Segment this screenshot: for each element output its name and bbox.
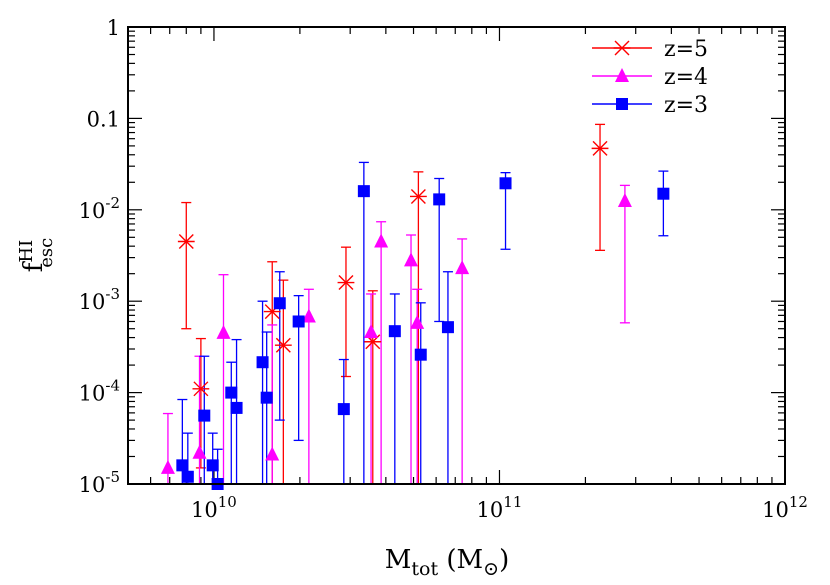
error-bar	[207, 432, 218, 484]
data-point	[455, 260, 470, 275]
data-point	[274, 337, 292, 353]
error-bar	[358, 161, 369, 484]
data-point	[181, 470, 194, 483]
data-point	[160, 459, 175, 474]
error-bars	[162, 123, 669, 484]
tick-labels: 1010 1011 1012 10-5 10-4 10-3 10-2 0.1 1	[79, 16, 808, 522]
data-point	[176, 459, 189, 472]
legend-marker	[613, 40, 631, 56]
legend-entry: z=4	[592, 65, 708, 90]
error-bar	[218, 274, 229, 484]
data-point	[265, 446, 280, 461]
error-bar	[658, 170, 669, 237]
legend-label: z=5	[664, 37, 708, 62]
data-point	[357, 185, 370, 198]
legend-marker	[615, 68, 629, 82]
data-point	[301, 308, 316, 323]
error-bar	[406, 234, 417, 484]
data-point	[433, 193, 446, 206]
data-point	[337, 403, 350, 416]
data-point	[260, 391, 273, 404]
data-point	[230, 401, 243, 414]
data-point	[198, 409, 211, 422]
data-point	[273, 297, 286, 310]
plot-frame	[127, 26, 786, 485]
data-point	[256, 356, 269, 369]
data-point	[410, 314, 425, 329]
error-bar	[389, 293, 400, 484]
data-point	[364, 324, 379, 339]
legend-entry: z=3	[592, 93, 708, 118]
y-tick-label: 1	[107, 16, 120, 40]
error-bar	[457, 238, 468, 484]
error-bar	[181, 201, 192, 330]
data-point	[177, 234, 195, 249]
error-bar	[340, 246, 351, 378]
error-bar	[366, 293, 377, 484]
data-point	[409, 188, 427, 204]
legend-marker	[616, 98, 628, 110]
data-point	[206, 459, 219, 472]
error-bar	[338, 358, 349, 484]
error-bar	[595, 123, 606, 252]
legend-entry: z=5	[592, 37, 708, 62]
y-tick-label: 10-5	[79, 468, 120, 497]
data-point	[591, 140, 609, 156]
x-axis-title: Mtot (M⊙)	[385, 545, 509, 580]
axis-ticks	[127, 27, 785, 485]
x-tick-label: 1011	[477, 493, 523, 522]
legend: z=5 z=4 z=3	[592, 37, 708, 118]
error-bar	[274, 271, 285, 421]
y-tick-label: 10-4	[79, 377, 120, 406]
error-bar	[442, 271, 453, 484]
y-tick-label: 10-3	[79, 285, 120, 314]
data-point	[374, 233, 389, 248]
data-point	[337, 275, 355, 291]
error-bar	[226, 361, 237, 484]
y-tick-label: 10-2	[79, 194, 120, 223]
data-point	[192, 381, 210, 397]
legend-label: z=3	[664, 93, 708, 118]
data-point	[657, 187, 670, 200]
data-point	[225, 386, 238, 399]
data-point	[499, 177, 512, 190]
data-point	[216, 324, 231, 339]
legend-label: z=4	[664, 65, 708, 90]
y-axis-title: fHIesc	[16, 238, 57, 272]
error-bar	[376, 221, 387, 484]
data-point	[414, 348, 427, 361]
x-tick-label: 1010	[191, 493, 237, 522]
data-point	[617, 192, 632, 207]
x-tick-label: 1012	[762, 493, 808, 522]
data-point	[292, 315, 305, 328]
data-point	[388, 325, 401, 338]
error-bar	[415, 302, 426, 484]
data-markers	[160, 140, 670, 490]
data-point	[404, 252, 419, 267]
error-bar	[619, 184, 630, 324]
error-bar	[367, 290, 378, 484]
y-tick-label: 0.1	[87, 107, 120, 131]
data-point	[441, 321, 454, 334]
data-point	[192, 444, 207, 459]
